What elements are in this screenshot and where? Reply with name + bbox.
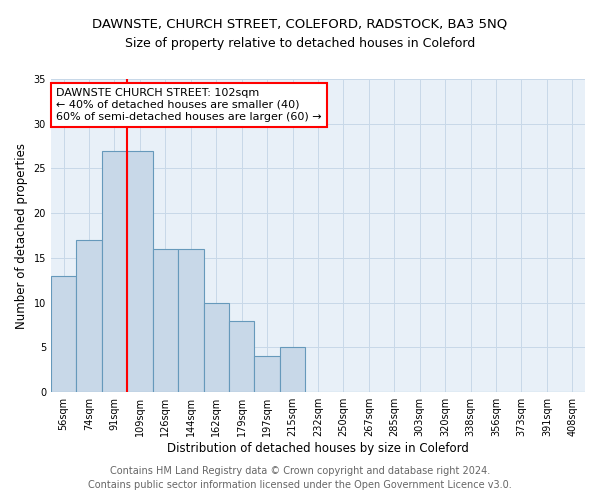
- Bar: [178, 249, 203, 392]
- Bar: [102, 150, 127, 392]
- X-axis label: Distribution of detached houses by size in Coleford: Distribution of detached houses by size …: [167, 442, 469, 455]
- Text: Contains HM Land Registry data © Crown copyright and database right 2024.
Contai: Contains HM Land Registry data © Crown c…: [88, 466, 512, 490]
- Bar: [51, 276, 76, 392]
- Bar: [203, 302, 229, 392]
- Text: DAWNSTE CHURCH STREET: 102sqm
← 40% of detached houses are smaller (40)
60% of s: DAWNSTE CHURCH STREET: 102sqm ← 40% of d…: [56, 88, 322, 122]
- Text: DAWNSTE, CHURCH STREET, COLEFORD, RADSTOCK, BA3 5NQ: DAWNSTE, CHURCH STREET, COLEFORD, RADSTO…: [92, 18, 508, 30]
- Bar: [280, 348, 305, 392]
- Bar: [254, 356, 280, 392]
- Bar: [152, 249, 178, 392]
- Bar: [76, 240, 102, 392]
- Bar: [229, 320, 254, 392]
- Text: Size of property relative to detached houses in Coleford: Size of property relative to detached ho…: [125, 38, 475, 51]
- Y-axis label: Number of detached properties: Number of detached properties: [15, 142, 28, 328]
- Bar: [127, 150, 152, 392]
